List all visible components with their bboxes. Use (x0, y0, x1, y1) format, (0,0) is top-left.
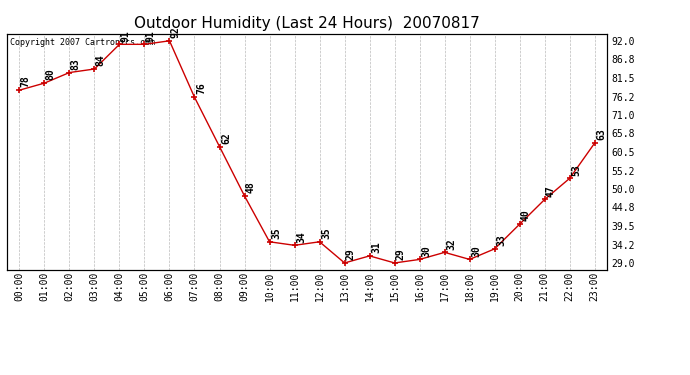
Title: Outdoor Humidity (Last 24 Hours)  20070817: Outdoor Humidity (Last 24 Hours) 2007081… (134, 16, 480, 31)
Text: 40: 40 (521, 210, 531, 221)
Text: 91: 91 (121, 30, 131, 42)
Text: 62: 62 (221, 132, 231, 144)
Text: Copyright 2007 Cartronics.com: Copyright 2007 Cartronics.com (10, 39, 155, 48)
Text: 84: 84 (96, 54, 106, 66)
Text: 33: 33 (496, 234, 506, 246)
Text: 92: 92 (171, 26, 181, 38)
Text: 76: 76 (196, 83, 206, 94)
Text: 34: 34 (296, 231, 306, 243)
Text: 47: 47 (546, 185, 556, 197)
Text: 80: 80 (46, 69, 56, 80)
Text: 29: 29 (396, 248, 406, 260)
Text: 31: 31 (371, 242, 381, 253)
Text: 35: 35 (321, 227, 331, 239)
Text: 78: 78 (21, 76, 31, 87)
Text: 83: 83 (71, 58, 81, 70)
Text: 30: 30 (471, 245, 481, 256)
Text: 35: 35 (271, 227, 281, 239)
Text: 91: 91 (146, 30, 156, 42)
Text: 30: 30 (421, 245, 431, 256)
Text: 53: 53 (571, 164, 581, 176)
Text: 63: 63 (596, 129, 606, 140)
Text: 32: 32 (446, 238, 456, 250)
Text: 29: 29 (346, 248, 356, 260)
Text: 48: 48 (246, 182, 256, 193)
